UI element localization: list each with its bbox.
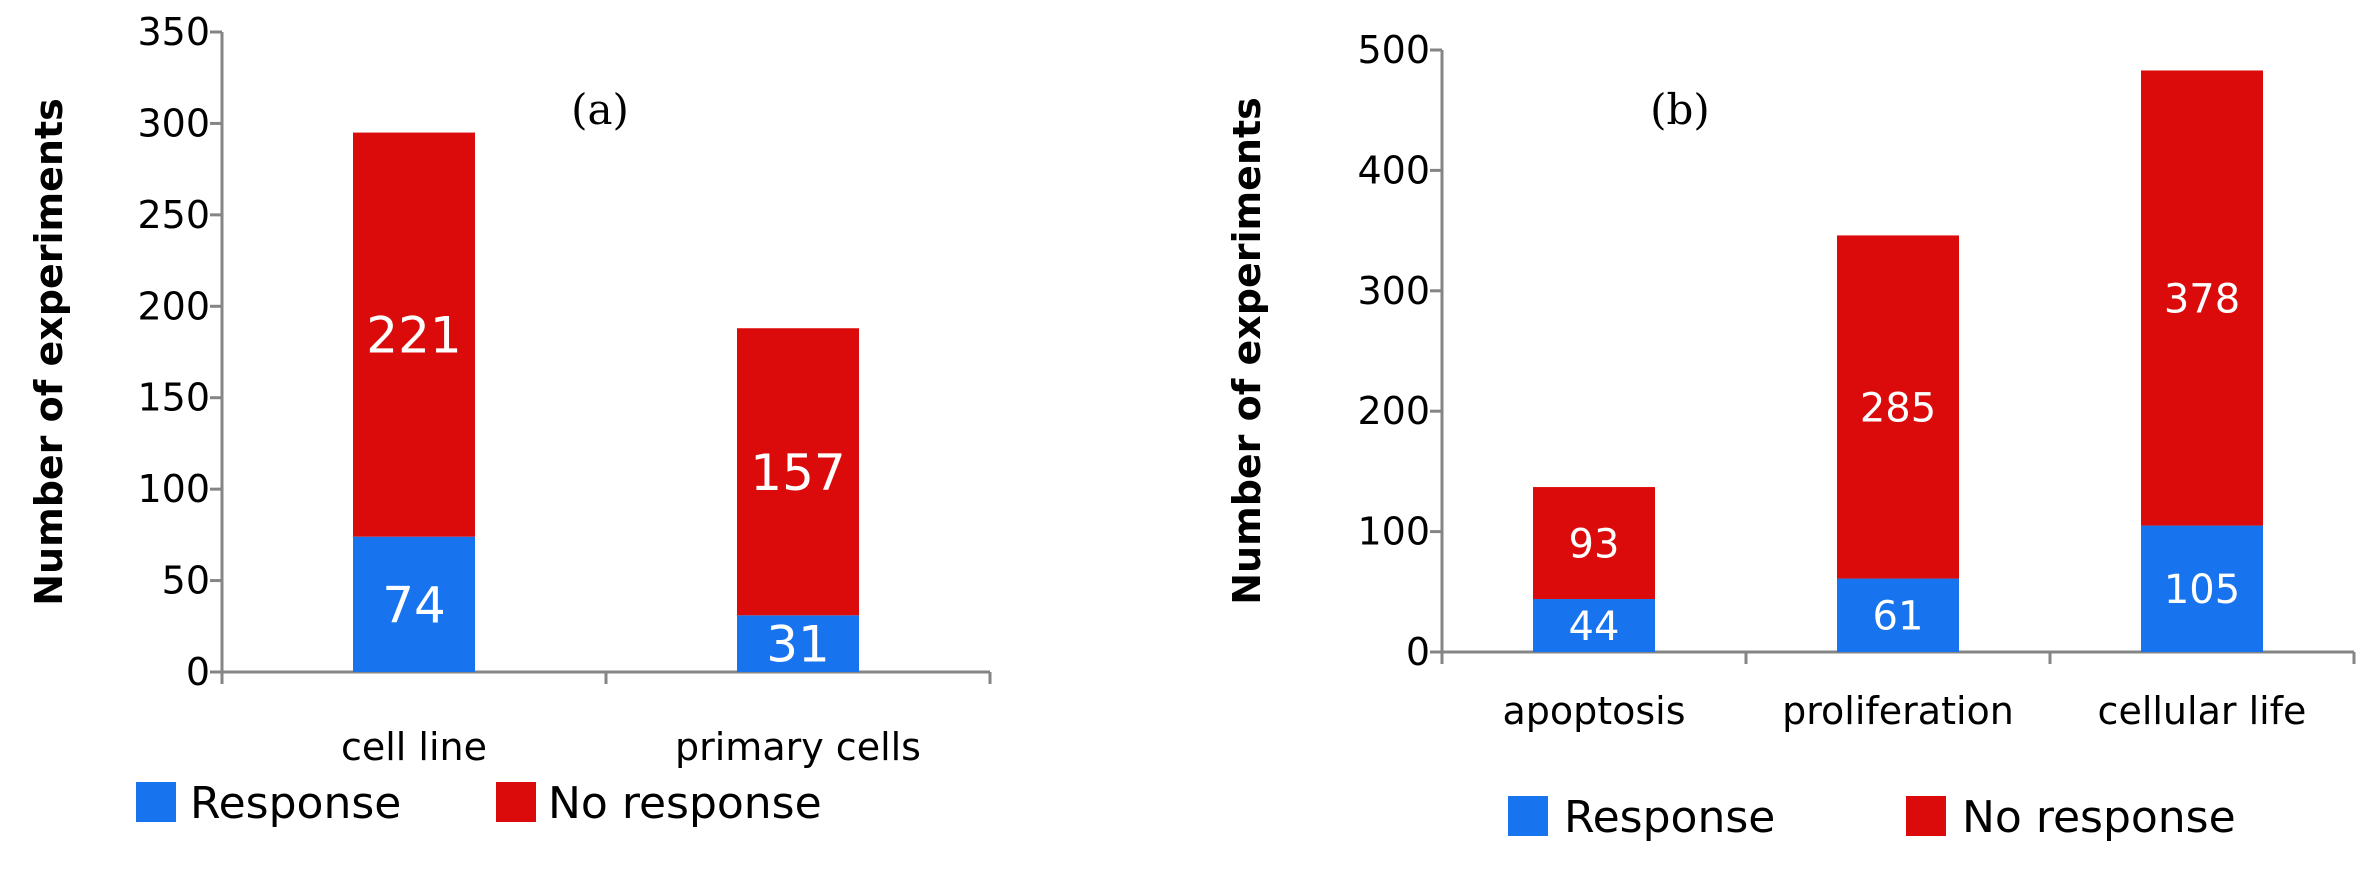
legend-swatch bbox=[136, 782, 176, 822]
legend-swatch bbox=[1508, 796, 1548, 836]
legend-entry-label: No response bbox=[1962, 792, 2236, 843]
y-axis-title: Number of experiments bbox=[1225, 97, 1269, 605]
bar-segment bbox=[353, 132, 475, 537]
x-category-label: primary cells bbox=[675, 725, 921, 769]
legend-swatch bbox=[496, 782, 536, 822]
bar-data-label: 285 bbox=[1860, 385, 1936, 431]
y-tick-label: 100 bbox=[1357, 510, 1430, 554]
panel-label: (b) bbox=[1650, 85, 1710, 134]
chart-panel-b: 0 100 200 300 400 500 Number of experiments (b)… bbox=[1225, 28, 2356, 843]
y-tick-label: 150 bbox=[137, 376, 210, 420]
y-tick-label: 300 bbox=[137, 101, 210, 145]
y-tick-label: 400 bbox=[1357, 148, 1430, 192]
legend-swatch bbox=[1906, 796, 1946, 836]
bar-segment bbox=[1837, 235, 1959, 579]
bar-data-label: 61 bbox=[1873, 594, 1924, 640]
bar-segment bbox=[737, 615, 859, 672]
bar-segment bbox=[2141, 525, 2263, 652]
y-tick-label: 350 bbox=[137, 10, 210, 54]
y-tick-label: 500 bbox=[1357, 28, 1430, 72]
bar-data-label: 44 bbox=[1569, 604, 1620, 650]
x-category-label: apoptosis bbox=[1502, 689, 1685, 733]
y-tick-label: 0 bbox=[1406, 630, 1430, 674]
bar-data-label: 93 bbox=[1569, 521, 1620, 567]
bar-segment bbox=[1533, 487, 1655, 600]
bar-data-label: 74 bbox=[382, 576, 446, 634]
x-category-label: proliferation bbox=[1782, 689, 2014, 733]
bar-data-label: 221 bbox=[366, 307, 461, 365]
bar-segment bbox=[353, 536, 475, 672]
y-tick-label: 200 bbox=[1357, 389, 1430, 433]
bar-data-label: 157 bbox=[750, 444, 845, 502]
y-tick-label: 200 bbox=[137, 284, 210, 328]
bar-segment bbox=[1533, 599, 1655, 652]
bar-segment bbox=[1837, 578, 1959, 652]
x-category-label: cell line bbox=[341, 725, 487, 769]
panel-label: (a) bbox=[571, 85, 629, 134]
bar-segment bbox=[2141, 70, 2263, 526]
y-tick-label: 250 bbox=[137, 193, 210, 237]
y-tick-label: 300 bbox=[1357, 269, 1430, 313]
bar-data-label: 105 bbox=[2164, 567, 2240, 613]
chart-panel-a: 0 50 100 150 200 250 300 350 Number of experimen… bbox=[27, 10, 992, 829]
legend-entry-label: No response bbox=[548, 778, 822, 829]
bar-data-label: 31 bbox=[766, 616, 830, 674]
x-category-label: cellular life bbox=[2098, 689, 2307, 733]
y-tick-label: 100 bbox=[137, 467, 210, 511]
y-tick-label: 50 bbox=[162, 559, 210, 603]
legend-entry-label: Response bbox=[1564, 792, 1775, 843]
y-axis-title: Number of experiments bbox=[27, 98, 71, 606]
y-tick-label: 0 bbox=[186, 650, 210, 694]
legend-entry-label: Response bbox=[190, 778, 401, 829]
bar-data-label: 378 bbox=[2164, 276, 2240, 322]
bar-segment bbox=[737, 328, 859, 616]
